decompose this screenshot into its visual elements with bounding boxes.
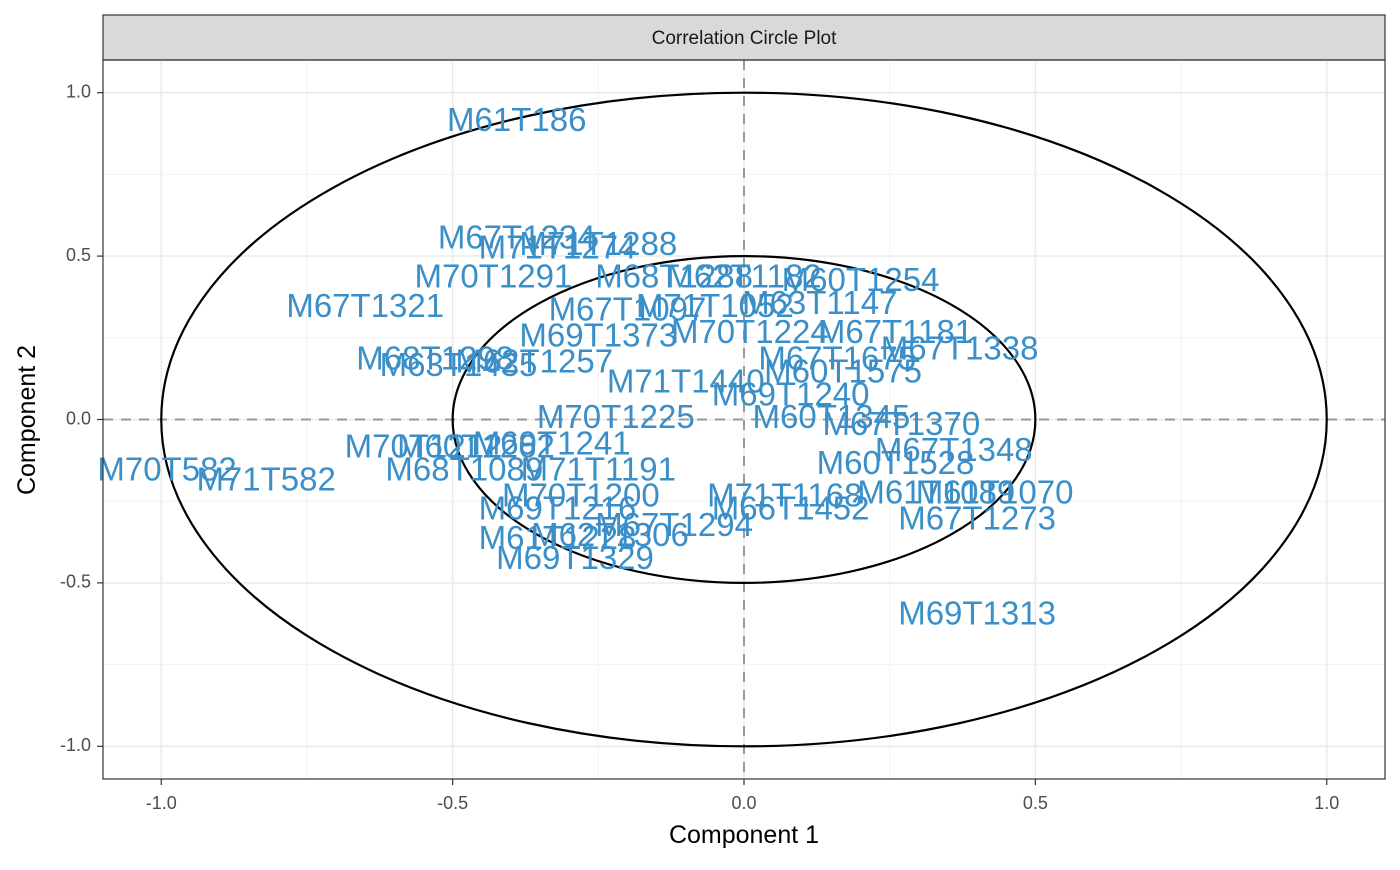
variable-label: M67T1348	[875, 431, 1033, 468]
variable-label: M67T1675	[758, 339, 916, 376]
variable-label: M69T1373	[519, 317, 677, 354]
variable-label: M60T1254	[782, 261, 940, 298]
variable-label: M67T1273	[898, 500, 1056, 537]
y-axis-title: Component 2	[13, 345, 41, 495]
variable-label: M70T1225	[537, 398, 695, 435]
variable-label: M70T1200	[502, 477, 660, 514]
variable-label: M62T1257	[455, 343, 613, 380]
y-tick-label: 0.0	[66, 408, 91, 428]
variable-label: M70T1212	[345, 428, 503, 465]
variable-label: M60T1575	[764, 352, 922, 389]
x-tick-label: 1.0	[1314, 793, 1339, 813]
y-tick-label: -0.5	[60, 572, 91, 592]
variable-label: M71T1274	[479, 228, 637, 265]
variable-label: M63T1435	[380, 346, 538, 383]
x-tick-label: -0.5	[437, 793, 468, 813]
variable-label: M67T1181	[818, 313, 973, 350]
variable-label: M71T1440	[607, 362, 765, 399]
variable-label: M70T582	[97, 451, 236, 488]
variable-label: M67T1234	[438, 218, 596, 255]
variable-label: M62T1306	[531, 516, 689, 553]
variable-label: M60T1528	[817, 444, 975, 481]
variable-label: M69T1216	[479, 490, 637, 527]
variable-label: M67T1338	[881, 330, 1039, 367]
y-tick-label: 0.5	[66, 245, 91, 265]
variable-label: M68T1089	[385, 451, 543, 488]
variable-label: M71T1191	[521, 451, 676, 488]
variable-label: M71T1288	[519, 225, 677, 262]
x-tick-label: 0.0	[731, 793, 756, 813]
variable-label: M67T1321	[286, 287, 444, 324]
variable-label: M66T1452	[712, 490, 870, 527]
variable-label: M63T1147	[742, 284, 897, 321]
variable-label: M67T1370	[822, 405, 980, 442]
y-axis: -1.0 -0.5 0.0 0.5 1.0	[60, 81, 103, 755]
variable-label: M69T1329	[496, 539, 654, 576]
variable-label: M69T1241	[473, 424, 631, 461]
circle-r-1	[160, 91, 1328, 748]
circle-r-0.5	[451, 254, 1037, 585]
y-tick-label: -1.0	[60, 735, 91, 755]
variable-label: M61T1228	[479, 519, 637, 556]
correlation-circles	[160, 91, 1328, 748]
variable-label: M70T1224	[671, 313, 829, 350]
variable-label: M61T1070	[916, 473, 1074, 510]
variable-label: M60T1262	[397, 428, 555, 465]
variable-label: M71T1168	[707, 477, 862, 514]
x-tick-label: -1.0	[146, 793, 177, 813]
facet-strip	[102, 14, 1386, 61]
x-tick-label: 0.5	[1023, 793, 1048, 813]
variable-label: M67T1097	[549, 290, 707, 327]
variable-label: M61T1089	[857, 473, 1015, 510]
reference-lines	[103, 60, 1385, 779]
variable-label: M60T1345	[753, 398, 911, 435]
x-axis: -1.0 -0.5 0.0 0.5 1.0	[146, 779, 1339, 813]
variable-label: M71T582	[196, 460, 335, 497]
variable-label: M69T1313	[898, 594, 1056, 631]
variable-label: M67T1294	[595, 506, 753, 543]
variable-label: M68T1288	[595, 258, 753, 295]
variable-label: M68T1298	[356, 339, 514, 376]
variable-label: M62T1182	[666, 258, 821, 295]
x-axis-title: Component 1	[669, 821, 819, 849]
chart-title: Correlation Circle Plot	[652, 28, 838, 49]
variable-label: M70T1291	[415, 258, 573, 295]
variable-label: M71T1052	[636, 287, 794, 324]
variable-label: M61T186	[447, 101, 586, 138]
y-tick-label: 1.0	[66, 81, 91, 101]
variable-label: M69T1240	[712, 375, 870, 412]
